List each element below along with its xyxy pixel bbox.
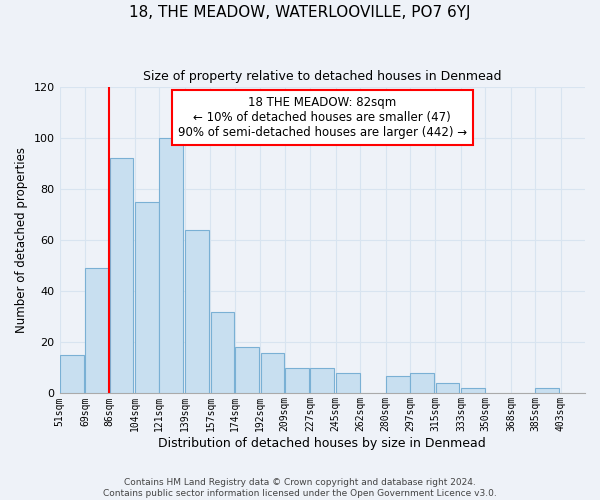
Bar bbox=[160, 138, 183, 394]
Y-axis label: Number of detached properties: Number of detached properties bbox=[15, 147, 28, 333]
Text: 18, THE MEADOW, WATERLOOVILLE, PO7 6YJ: 18, THE MEADOW, WATERLOOVILLE, PO7 6YJ bbox=[129, 5, 471, 20]
X-axis label: Distribution of detached houses by size in Denmead: Distribution of detached houses by size … bbox=[158, 437, 486, 450]
Bar bbox=[310, 368, 334, 394]
Bar bbox=[386, 376, 410, 394]
Bar bbox=[235, 348, 259, 394]
Bar bbox=[535, 388, 559, 394]
Bar bbox=[461, 388, 485, 394]
Bar bbox=[135, 202, 159, 394]
Text: Contains HM Land Registry data © Crown copyright and database right 2024.
Contai: Contains HM Land Registry data © Crown c… bbox=[103, 478, 497, 498]
Bar bbox=[336, 373, 360, 394]
Bar bbox=[110, 158, 133, 394]
Bar bbox=[285, 368, 308, 394]
Title: Size of property relative to detached houses in Denmead: Size of property relative to detached ho… bbox=[143, 70, 502, 83]
Bar bbox=[410, 373, 434, 394]
Text: 18 THE MEADOW: 82sqm
← 10% of detached houses are smaller (47)
90% of semi-detac: 18 THE MEADOW: 82sqm ← 10% of detached h… bbox=[178, 96, 467, 139]
Bar bbox=[211, 312, 235, 394]
Bar bbox=[260, 352, 284, 394]
Bar bbox=[60, 355, 83, 394]
Bar bbox=[185, 230, 209, 394]
Bar bbox=[436, 383, 460, 394]
Bar bbox=[85, 268, 109, 394]
